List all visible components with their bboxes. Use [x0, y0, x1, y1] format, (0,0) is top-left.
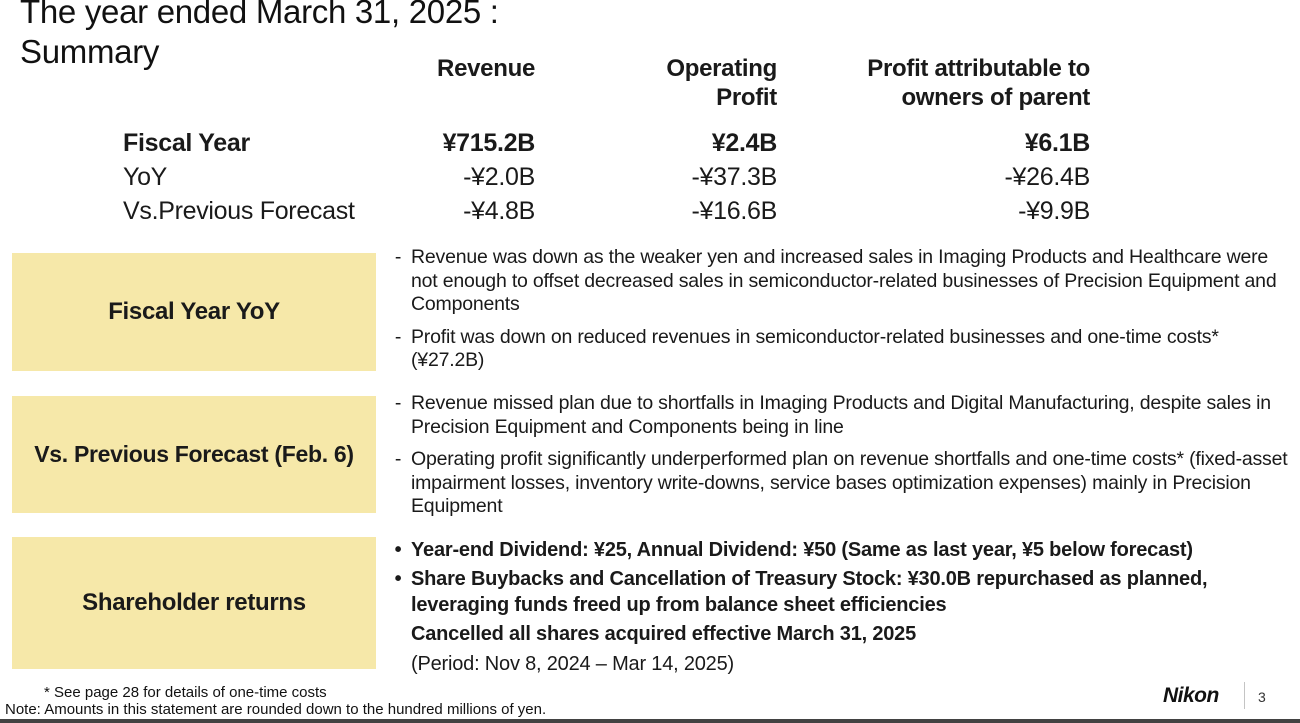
dash-bullet-marker: -	[394, 246, 402, 268]
section-bullets: - Revenue missed plan due to shortfalls …	[392, 392, 1297, 528]
financial-summary-table: Revenue Operating Profit Profit attribut…	[123, 54, 1090, 228]
section-label-box: Shareholder returns	[12, 537, 376, 669]
bullet-item: - Revenue missed plan due to shortfalls …	[392, 392, 1297, 439]
bullet-continuation: Cancelled all shares acquired effective …	[392, 621, 1297, 647]
page-title-line1: The year ended March 31, 2025 :	[20, 0, 499, 30]
dot-bullet-marker: •	[394, 568, 402, 590]
fiscal-year-operating-profit: ¥2.4B	[711, 129, 778, 157]
bullet-item: - Profit was down on reduced revenues in…	[392, 326, 1297, 373]
bullet-text: (Period: Nov 8, 2024 – Mar 14, 2025)	[411, 653, 734, 675]
table-header-profit-attributable: Profit attributable to owners of parent	[867, 55, 1090, 111]
fiscal-year-profit-attributable: ¥6.1B	[1024, 129, 1091, 157]
footnote-rounding: Note: Amounts in this statement are roun…	[5, 701, 547, 718]
bullet-text: Revenue was down as the weaker yen and i…	[411, 246, 1277, 315]
footnote-one-time-costs: * See page 28 for details of one-time co…	[44, 684, 327, 701]
yoy-profit-attributable: -¥26.4B	[1004, 163, 1091, 191]
section-fiscal-year-yoy: Fiscal Year YoY - Revenue was down as th…	[12, 246, 1300, 371]
fiscal-year-revenue: ¥715.2B	[442, 129, 536, 157]
bullet-item: • Year-end Dividend: ¥25, Annual Dividen…	[392, 537, 1297, 563]
section-shareholder-returns: Shareholder returns • Year-end Dividend:…	[12, 537, 1300, 675]
table-header-revenue: Revenue	[437, 55, 535, 82]
yoy-revenue: -¥2.0B	[463, 163, 535, 191]
section-label: Vs. Previous Forecast (Feb. 6)	[34, 441, 354, 467]
dash-bullet-marker: -	[394, 325, 402, 348]
bullet-text: Operating profit significantly underperf…	[411, 448, 1288, 517]
dot-bullet-marker: •	[394, 539, 402, 561]
bullet-item: - Operating profit significantly underpe…	[392, 448, 1297, 519]
bullet-text: Revenue missed plan due to shortfalls in…	[411, 392, 1271, 438]
bullet-text: Profit was down on reduced revenues in s…	[411, 325, 1219, 372]
bullet-period-note: (Period: Nov 8, 2024 – Mar 14, 2025)	[392, 651, 1297, 677]
footer-divider	[1244, 682, 1245, 709]
row-label-vs-previous-forecast: Vs.Previous Forecast	[123, 197, 355, 225]
page-title: The year ended March 31, 2025 : Summary	[20, 0, 499, 72]
dash-bullet-marker: -	[394, 392, 402, 414]
yoy-operating-profit: -¥37.3B	[691, 163, 778, 191]
dash-bullet-marker: -	[394, 448, 402, 470]
table-header-spacer	[123, 54, 385, 126]
section-bullets: - Revenue was down as the weaker yen and…	[392, 246, 1297, 382]
section-label: Fiscal Year YoY	[108, 298, 280, 325]
section-label-box: Fiscal Year YoY	[12, 253, 376, 371]
section-vs-previous-forecast: Vs. Previous Forecast (Feb. 6) - Revenue…	[12, 392, 1300, 517]
section-label: Shareholder returns	[82, 589, 306, 616]
bullet-text: Cancelled all shares acquired effective …	[411, 623, 917, 645]
section-label-box: Vs. Previous Forecast (Feb. 6)	[12, 396, 376, 513]
page-title-line2: Summary	[20, 33, 160, 70]
bottom-bar	[0, 719, 1300, 723]
table-header-operating-profit: Operating Profit	[666, 55, 777, 111]
bullet-text: Year-end Dividend: ¥25, Annual Dividend:…	[411, 539, 1193, 561]
row-label-fiscal-year: Fiscal Year	[123, 129, 250, 157]
row-label-yoy: YoY	[123, 163, 168, 191]
nikon-logo: Nikon	[1163, 684, 1219, 707]
vs-forecast-operating-profit: -¥16.6B	[691, 197, 778, 225]
bullet-text: Share Buybacks and Cancellation of Treas…	[411, 568, 1208, 616]
vs-forecast-revenue: -¥4.8B	[463, 197, 535, 225]
bullet-item: • Share Buybacks and Cancellation of Tre…	[392, 566, 1297, 618]
vs-forecast-profit-attributable: -¥9.9B	[1018, 197, 1090, 225]
section-bullets: • Year-end Dividend: ¥25, Annual Dividen…	[392, 537, 1297, 680]
bullet-item: - Revenue was down as the weaker yen and…	[392, 246, 1297, 317]
page-number: 3	[1258, 689, 1266, 705]
